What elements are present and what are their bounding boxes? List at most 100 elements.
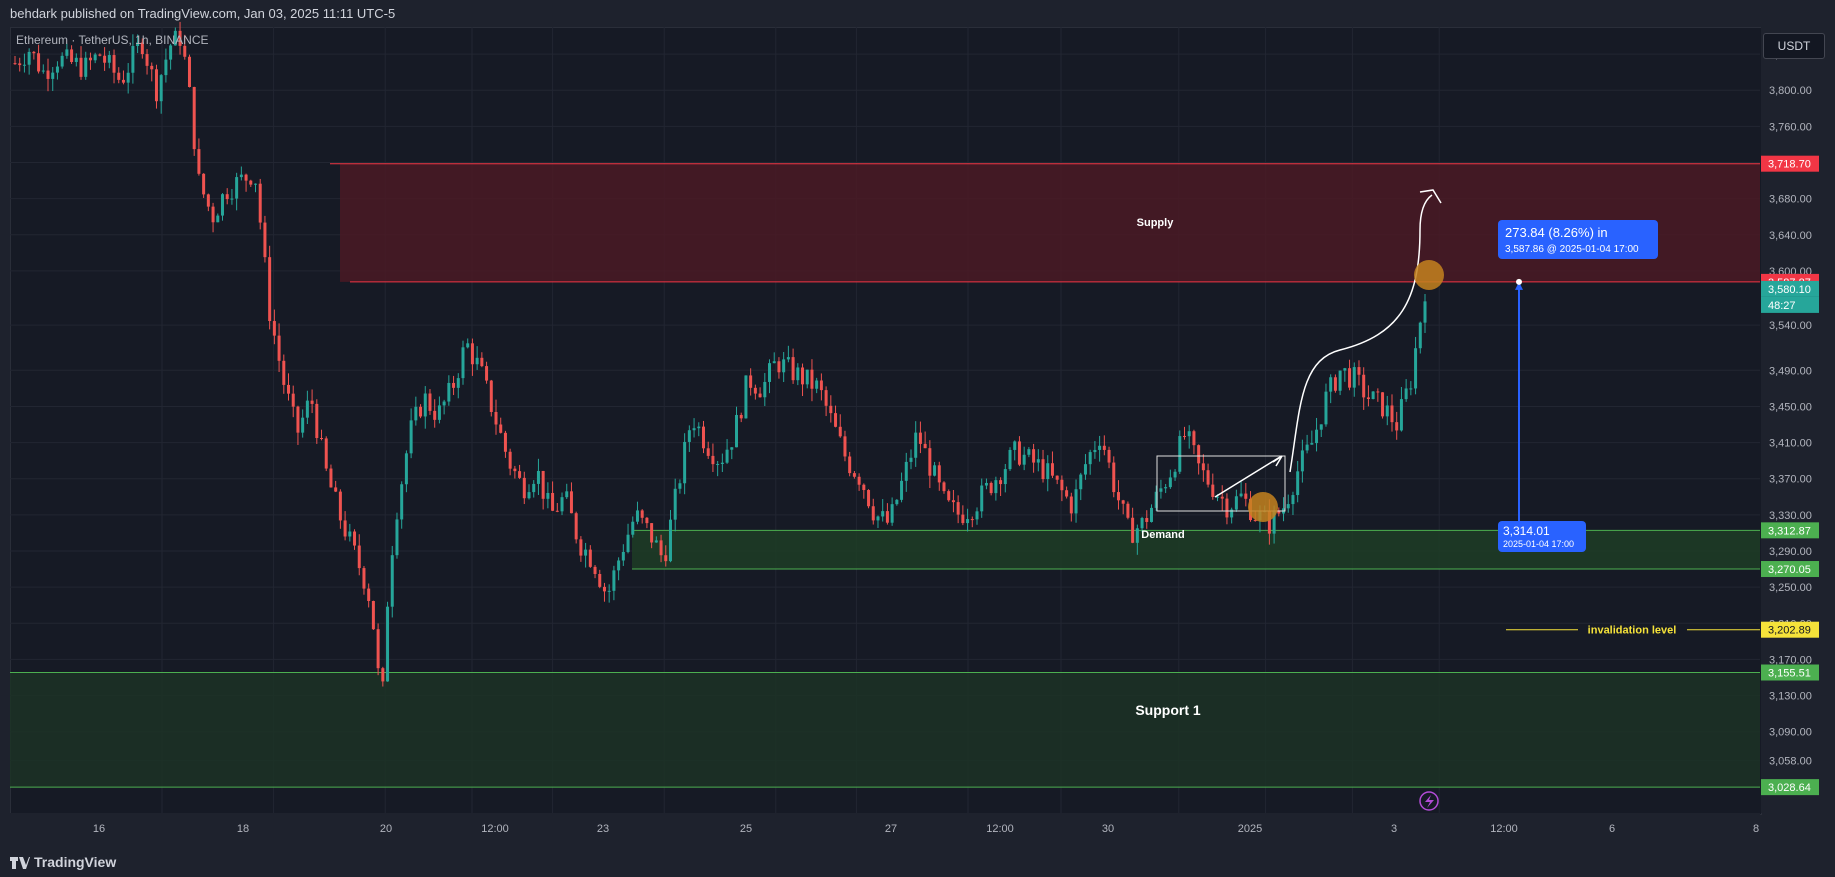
x-tick-label: 25: [740, 823, 752, 835]
measure-start-label: 3,314.01: [1503, 524, 1550, 538]
candle-body: [65, 49, 69, 56]
candle-body: [900, 480, 904, 500]
measure-label: 273.84 (8.26%) in: [1505, 225, 1608, 240]
price-label: 3,312.87: [1768, 525, 1811, 537]
candle-body: [103, 55, 107, 63]
currency-button[interactable]: USDT: [1763, 33, 1825, 59]
candle-body: [1036, 459, 1040, 463]
candle-body: [706, 448, 710, 456]
candle-body: [1032, 449, 1036, 463]
candle-body: [150, 65, 154, 70]
candle-body: [353, 531, 357, 546]
candle-body: [470, 343, 474, 365]
candle-body: [640, 510, 644, 518]
candle-body: [338, 491, 342, 521]
supply-label: Supply: [1137, 217, 1175, 229]
candle-body: [249, 180, 253, 185]
candle-body: [829, 405, 833, 414]
x-tick-label: 8: [1753, 823, 1759, 835]
candle-body: [942, 482, 946, 492]
y-tick-label: 3,250.00: [1769, 582, 1812, 594]
candle-body: [862, 484, 866, 491]
measure-arrowhead: [1515, 281, 1523, 290]
candle-body: [928, 448, 932, 476]
candle-body: [782, 359, 786, 373]
candle-body: [1065, 490, 1069, 497]
candle-body: [1050, 463, 1054, 476]
candle-body: [305, 400, 309, 418]
candle-body: [202, 173, 206, 195]
candle-body: [1310, 443, 1314, 445]
candle-body: [1253, 520, 1257, 522]
x-tick-label: 12:00: [986, 823, 1014, 835]
candle-body: [668, 519, 672, 562]
candle-body: [914, 432, 918, 458]
x-tick-label: 12:00: [481, 823, 509, 835]
candle-body: [584, 549, 588, 556]
candle-body: [716, 464, 720, 466]
candle-body: [579, 539, 583, 556]
candle-body: [1182, 436, 1186, 438]
candle-body: [768, 363, 772, 382]
y-tick-label: 3,760.00: [1769, 121, 1812, 133]
publisher-text: behdark published on TradingView.com, Ja…: [10, 6, 396, 21]
candle-body: [433, 410, 437, 420]
candle-body: [659, 540, 663, 556]
candle-body: [1230, 509, 1234, 518]
candle-body: [1366, 397, 1370, 400]
candle-body: [834, 413, 838, 427]
price-label-box: [1761, 621, 1819, 638]
candle-body: [423, 393, 427, 417]
candle-body: [1121, 500, 1125, 504]
price-label: 3,718.70: [1768, 159, 1811, 171]
measure-start-sublabel: 2025-01-04 17:00: [1503, 539, 1574, 549]
candle-body: [79, 57, 83, 77]
candle-body: [254, 183, 258, 185]
candle-body: [301, 417, 305, 433]
candle-body: [598, 573, 602, 587]
candle-body: [1404, 388, 1408, 400]
candle-body: [735, 414, 739, 448]
candle-body: [664, 555, 668, 562]
candle-body: [574, 513, 578, 540]
candle-body: [673, 488, 677, 520]
candle-body: [503, 432, 507, 452]
candle-body: [621, 551, 625, 561]
candle-body: [1338, 370, 1342, 391]
zone-demand: [632, 530, 1760, 570]
candle-body: [1060, 479, 1064, 491]
candle-body: [428, 393, 432, 411]
candle-body: [956, 502, 960, 515]
candle-body: [1131, 517, 1135, 543]
candle-body: [1173, 471, 1177, 478]
candle-body: [1385, 405, 1389, 417]
candle-body: [791, 357, 795, 381]
forecast-arrow-small: [1214, 456, 1281, 498]
candle-body: [683, 441, 687, 484]
tradingview-logo[interactable]: TradingView: [10, 851, 116, 873]
candle-body: [937, 465, 941, 483]
candle-body: [1399, 399, 1403, 431]
candle-body: [1140, 518, 1144, 529]
candle-body: [1197, 445, 1201, 464]
candle-body: [551, 492, 555, 511]
candle-body: [390, 555, 394, 607]
candle-body: [126, 72, 130, 83]
measure-point-top: [1516, 278, 1522, 285]
price-label-box: [1761, 779, 1819, 796]
candle-body: [1395, 422, 1399, 431]
candle-body: [612, 570, 616, 591]
candle-body: [541, 470, 545, 499]
candle-body: [786, 357, 790, 360]
candle-body: [1116, 492, 1120, 501]
candle-body: [1220, 496, 1224, 499]
candle-body: [1423, 301, 1427, 323]
candle-body: [951, 500, 955, 503]
candle-body: [282, 360, 286, 385]
candle-body: [32, 51, 36, 54]
candle-body: [320, 438, 324, 440]
candle-body: [518, 471, 522, 478]
candle-body: [1329, 377, 1333, 392]
candle-body: [1390, 405, 1394, 423]
